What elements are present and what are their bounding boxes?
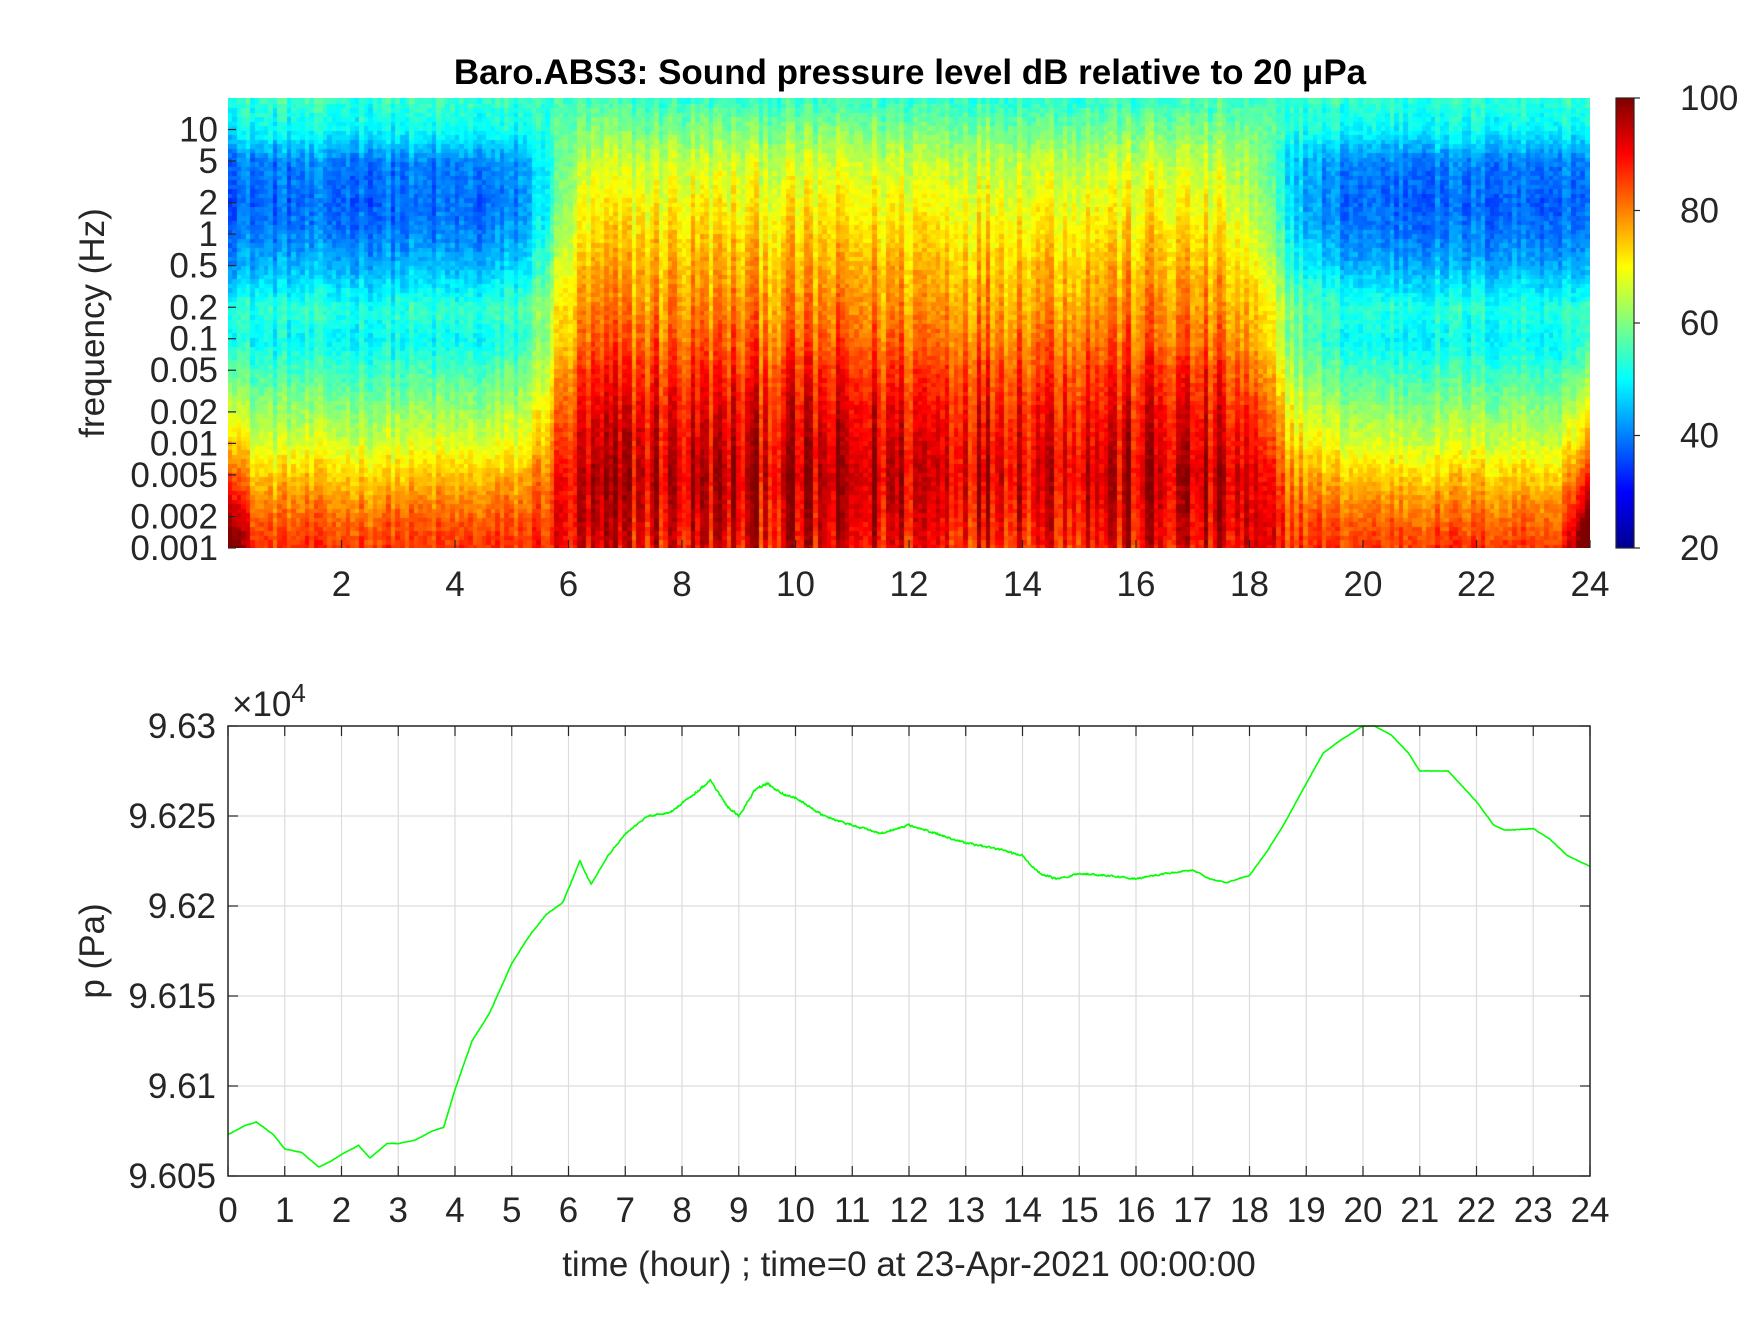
pressure-y-tick-label: 9.63 — [148, 707, 216, 746]
pressure-xlabel: time (hour) ; time=0 at 23-Apr-2021 00:0… — [562, 1245, 1256, 1284]
pressure-x-tick-label: 11 — [834, 1191, 870, 1230]
spectrogram-x-tick-label: 2 — [332, 565, 351, 604]
spectrogram-x-tick-label: 20 — [1344, 565, 1383, 604]
pressure-grid — [227, 725, 1591, 1177]
spectrogram-x-ticks: 2 4 6 8 10 12 14 16 18 20 22 24 — [332, 540, 1610, 604]
spectrogram-x-tick-label: 12 — [890, 565, 929, 604]
pressure-x-tick-label: 16 — [1117, 1191, 1156, 1230]
pressure-x-tick-label: 15 — [1060, 1191, 1099, 1230]
pressure-x-tick-label: 0 — [218, 1191, 237, 1230]
spectrogram-title: Baro.ABS3: Sound pressure level dB relat… — [454, 53, 1367, 92]
spectrogram-x-tick-label: 4 — [445, 565, 464, 604]
spectrogram-x-tick-label: 22 — [1457, 565, 1496, 604]
spectrogram-image — [228, 98, 1590, 548]
pressure-y-exponent-base: ×10 — [232, 685, 291, 724]
pressure-x-tick-label: 5 — [502, 1191, 521, 1230]
spectrogram-y-ticks: 0.0010.0020.0050.010.020.050.10.20.51251… — [130, 110, 236, 568]
spectrogram-x-tick-label: 24 — [1571, 565, 1610, 604]
pressure-x-tick-label: 9 — [729, 1191, 748, 1230]
pressure-x-tick-label: 14 — [1003, 1191, 1042, 1230]
pressure-y-tick-label: 9.61 — [148, 1067, 216, 1106]
spectrogram-y-tick-label: 0.5 — [169, 247, 218, 286]
spectrogram-y-tick-label: 2 — [199, 184, 218, 223]
pressure-y-tick-label: 9.625 — [128, 797, 216, 836]
spectrogram-y-tick-label: 0.02 — [150, 393, 218, 432]
colorbar-gradient — [1615, 97, 1635, 549]
pressure-y-exponent: ×104 — [232, 678, 306, 724]
spectrogram-x-tick-label: 10 — [776, 565, 815, 604]
spectrogram-image-container — [228, 98, 1590, 548]
colorbar-tick-label: 60 — [1680, 304, 1719, 343]
pressure-x-tick-label: 2 — [332, 1191, 351, 1230]
spectrogram-y-tick-label: 0.01 — [150, 424, 218, 463]
pressure-x-tick-label: 21 — [1400, 1191, 1439, 1230]
spectrogram-y-tick-label: 5 — [199, 142, 218, 181]
spectrogram-y-tick-label: 0.2 — [169, 288, 218, 327]
spectrogram-plot: 0.0010.0020.0050.010.020.050.10.20.51251… — [73, 98, 1609, 604]
pressure-x-tick-label: 17 — [1173, 1191, 1212, 1230]
pressure-y-tick-label: 9.615 — [128, 977, 216, 1016]
pressure-x-tick-label: 1 — [275, 1191, 294, 1230]
colorbar-tick-label: 40 — [1680, 417, 1719, 456]
pressure-x-tick-label: 3 — [389, 1191, 408, 1230]
spectrogram-y-tick-label: 0.001 — [130, 529, 218, 568]
pressure-x-tick-label: 22 — [1457, 1191, 1496, 1230]
spectrogram-ylabel: frequency (Hz) — [73, 208, 112, 438]
spectrogram-y-tick-label: 0.002 — [130, 498, 218, 537]
pressure-x-tick-label: 24 — [1571, 1191, 1610, 1230]
spectrogram-x-tick-label: 6 — [559, 565, 578, 604]
spectrogram-x-tick-label: 18 — [1230, 565, 1269, 604]
colorbar-tick-label: 80 — [1680, 192, 1719, 231]
pressure-x-tick-label: 19 — [1287, 1191, 1326, 1230]
spectrogram-y-tick-label: 1 — [199, 215, 218, 254]
pressure-x-tick-label: 18 — [1230, 1191, 1269, 1230]
pressure-x-tick-label: 6 — [559, 1191, 578, 1230]
pressure-x-tick-label: 4 — [445, 1191, 464, 1230]
spectrogram-x-tick-label: 16 — [1117, 565, 1156, 604]
spectrogram-y-tick-label: 0.05 — [150, 351, 218, 390]
pressure-y-exponent-power: 4 — [291, 678, 305, 708]
pressure-y-tick-label: 9.62 — [148, 887, 216, 926]
pressure-x-tick-label: 7 — [616, 1191, 635, 1230]
colorbar-tick-label: 20 — [1680, 529, 1719, 568]
pressure-x-tick-label: 12 — [890, 1191, 929, 1230]
colorbar-tick-label: 100 — [1680, 79, 1738, 118]
pressure-x-tick-label: 13 — [946, 1191, 985, 1230]
pressure-y-tick-label: 9.605 — [128, 1157, 216, 1196]
spectrogram-y-tick-label: 0.005 — [130, 456, 218, 495]
colorbar: 20 40 60 80 100 — [1615, 79, 1738, 568]
pressure-ylabel: p (Pa) — [73, 903, 112, 998]
pressure-x-tick-label: 23 — [1514, 1191, 1553, 1230]
spectrogram-x-tick-label: 14 — [1003, 565, 1042, 604]
pressure-y-ticks: 9.605 9.61 9.615 9.62 9.625 9.63 — [128, 707, 1590, 1196]
spectrogram-y-tick-label: 0.1 — [169, 320, 218, 359]
pressure-x-tick-label: 20 — [1344, 1191, 1383, 1230]
pressure-x-tick-label: 8 — [672, 1191, 691, 1230]
pressure-x-tick-label: 10 — [776, 1191, 815, 1230]
pressure-x-ticks: 0 1 2 3 4 5 6 7 8 9 10 11 12 13 14 15 16 17 18 19 20 21 22 23 24 — [218, 726, 1609, 1230]
colorbar-ticks: 20 40 60 80 100 — [1634, 79, 1738, 568]
spectrogram-y-tick-label: 10 — [179, 110, 218, 149]
spectrogram-x-tick-label: 8 — [672, 565, 691, 604]
